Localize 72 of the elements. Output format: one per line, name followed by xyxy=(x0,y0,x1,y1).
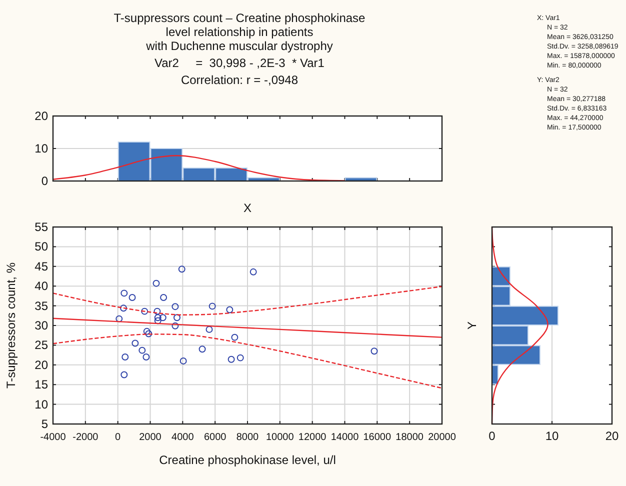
point xyxy=(250,268,257,276)
y-tick-label: 50 xyxy=(34,240,48,254)
y-tick-label: 45 xyxy=(34,259,48,274)
point xyxy=(159,314,166,322)
x-tick-label: 0 xyxy=(115,432,122,443)
line-series xyxy=(52,334,443,389)
x-tick-label: 20000 xyxy=(428,432,456,443)
point xyxy=(172,303,179,310)
y-tick-label: 5 xyxy=(41,417,48,431)
y-tick-label: 20 xyxy=(34,358,48,372)
point xyxy=(138,346,146,354)
x-tick-label: 4000 xyxy=(172,432,194,443)
y-axis-title: Y xyxy=(465,321,479,330)
point xyxy=(198,346,206,353)
point xyxy=(174,314,180,322)
point xyxy=(208,302,216,310)
x-tick-label: 8000 xyxy=(236,432,260,443)
x-tick-label: 10 xyxy=(545,429,559,443)
point xyxy=(370,348,378,355)
chart-title: T-suppressors count – Creatine phosphokinase level relationship in patients with Duchenne muscular dystrophy xyxy=(114,11,366,53)
point xyxy=(154,317,162,324)
point xyxy=(206,326,213,333)
x-tick-label: 12000 xyxy=(298,432,327,443)
x-tick-label: -4000 xyxy=(40,432,66,443)
x-tick-label: 14000 xyxy=(330,432,360,443)
x-tick-label: 0 xyxy=(488,429,496,443)
line-series xyxy=(52,286,443,316)
point xyxy=(132,340,139,347)
point xyxy=(142,354,150,360)
y-tick-label: 0 xyxy=(41,174,48,188)
point xyxy=(128,294,136,302)
point xyxy=(116,315,123,322)
x-tick-label: 20 xyxy=(605,429,619,443)
point xyxy=(226,306,234,314)
point xyxy=(152,280,160,287)
x-tick-label: 16000 xyxy=(363,432,392,443)
point xyxy=(236,354,244,362)
point xyxy=(143,328,150,335)
x-tick-label: -2000 xyxy=(72,432,99,443)
y-tick-label: 10 xyxy=(34,142,48,156)
point xyxy=(120,371,128,378)
y-tick-label: 35 xyxy=(34,298,48,313)
point xyxy=(154,314,162,322)
x-axis-title: X xyxy=(243,201,252,215)
x-tick-label: 6000 xyxy=(204,432,227,443)
point xyxy=(231,334,238,341)
point xyxy=(178,266,186,273)
x-axis-title: Creatine phosphokinase level, u/l xyxy=(159,453,336,467)
y-tick-label: 20 xyxy=(34,109,48,123)
y-tick-label: 25 xyxy=(34,338,48,352)
y-tick-label: 40 xyxy=(34,279,48,294)
y-tick-label: 30 xyxy=(34,318,48,332)
x-tick-label: 18000 xyxy=(396,432,424,443)
point xyxy=(141,308,148,315)
point xyxy=(120,304,127,312)
y-tick-label: 10 xyxy=(34,397,48,412)
text: Correlation: r = -,0948 xyxy=(180,73,298,87)
point xyxy=(120,290,128,297)
y-tick-label: 15 xyxy=(34,378,48,392)
y-tick-label: 55 xyxy=(34,220,48,234)
point xyxy=(160,294,168,302)
y-axis-title: T-suppressors count, % xyxy=(4,262,18,389)
point xyxy=(172,322,179,330)
point xyxy=(228,356,235,363)
point xyxy=(145,330,152,338)
x-tick-label: 2000 xyxy=(139,432,162,443)
line-series xyxy=(52,318,443,338)
point xyxy=(154,308,161,315)
point xyxy=(180,357,187,364)
chart-subtitle: Var2 = 30,998 - ,2E-3 * Var1 xyxy=(154,56,325,70)
point xyxy=(122,354,129,360)
x-tick-label: 10000 xyxy=(266,432,294,443)
